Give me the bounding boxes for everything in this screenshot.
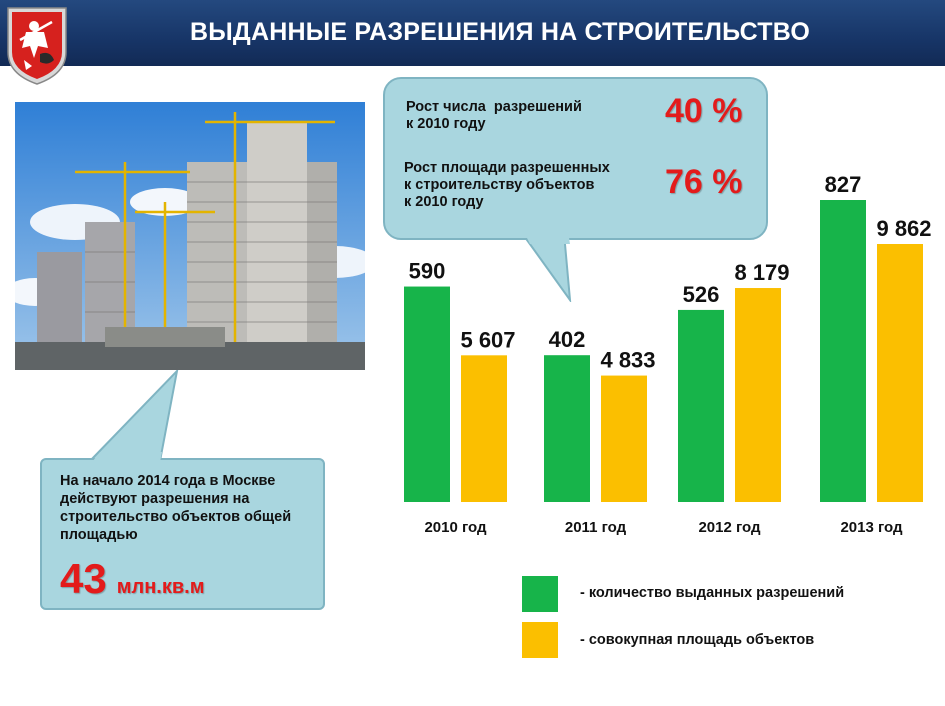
bubble-tail-bottom-fill [92, 452, 162, 462]
legend-label-area: - совокупная площадь объектов [580, 632, 815, 648]
category-label-3: 2013 год [840, 519, 903, 536]
stat-label-permits: Рост числа разрешений к 2010 году [406, 99, 582, 132]
bar-value-label-permits-1: 402 [549, 327, 586, 352]
bar-area-2 [735, 288, 781, 502]
bar-value-label-permits-0: 590 [409, 259, 446, 284]
stat-label-area: Рост площади разрешенных к строительству… [404, 160, 610, 210]
bar-area-1 [601, 375, 647, 502]
total-area-unit: млн.кв.м [116, 576, 205, 598]
bar-value-label-area-2: 8 179 [734, 260, 789, 285]
stat-value-permits: 40 % [665, 92, 743, 130]
bar-permits-1 [544, 355, 590, 502]
page-title: ВЫДАННЫЕ РАЗРЕШЕНИЯ НА СТРОИТЕЛЬСТВО [190, 18, 811, 46]
bar-value-label-area-0: 5 607 [460, 327, 515, 352]
bar-permits-0 [404, 286, 450, 502]
total-area-callout [40, 458, 325, 610]
legend-swatch-green [522, 576, 558, 612]
bar-area-0 [461, 355, 507, 502]
bubble-tail-top-fill [524, 232, 570, 244]
bar-value-label-area-1: 4 833 [600, 348, 655, 373]
moscow-coat-of-arms-icon [7, 7, 67, 85]
category-label-2: 2012 год [698, 519, 761, 536]
bar-area-3 [877, 244, 923, 502]
total-area-value: 43 млн.кв.м [60, 555, 205, 603]
bar-value-label-permits-3: 827 [825, 172, 862, 197]
header-bar: ВЫДАННЫЕ РАЗРЕШЕНИЯ НА СТРОИТЕЛЬСТВО [0, 0, 945, 66]
bar-permits-3 [820, 200, 866, 502]
stat-value-area: 76 % [665, 163, 743, 201]
legend-label-permits: - количество выданных разрешений [580, 585, 845, 601]
bar-permits-2 [678, 309, 724, 502]
total-area-text: На начало 2014 года в Москве действуют р… [60, 473, 292, 543]
total-area-number: 43 [60, 555, 107, 602]
bar-value-label-permits-2: 526 [683, 282, 720, 307]
legend-swatch-yellow [522, 622, 558, 658]
growth-callout [383, 77, 768, 240]
construction-photo [15, 102, 365, 370]
bar-value-label-area-3: 9 862 [876, 216, 931, 241]
category-label-0: 2010 год [424, 519, 487, 536]
category-label-1: 2011 год [565, 519, 627, 536]
